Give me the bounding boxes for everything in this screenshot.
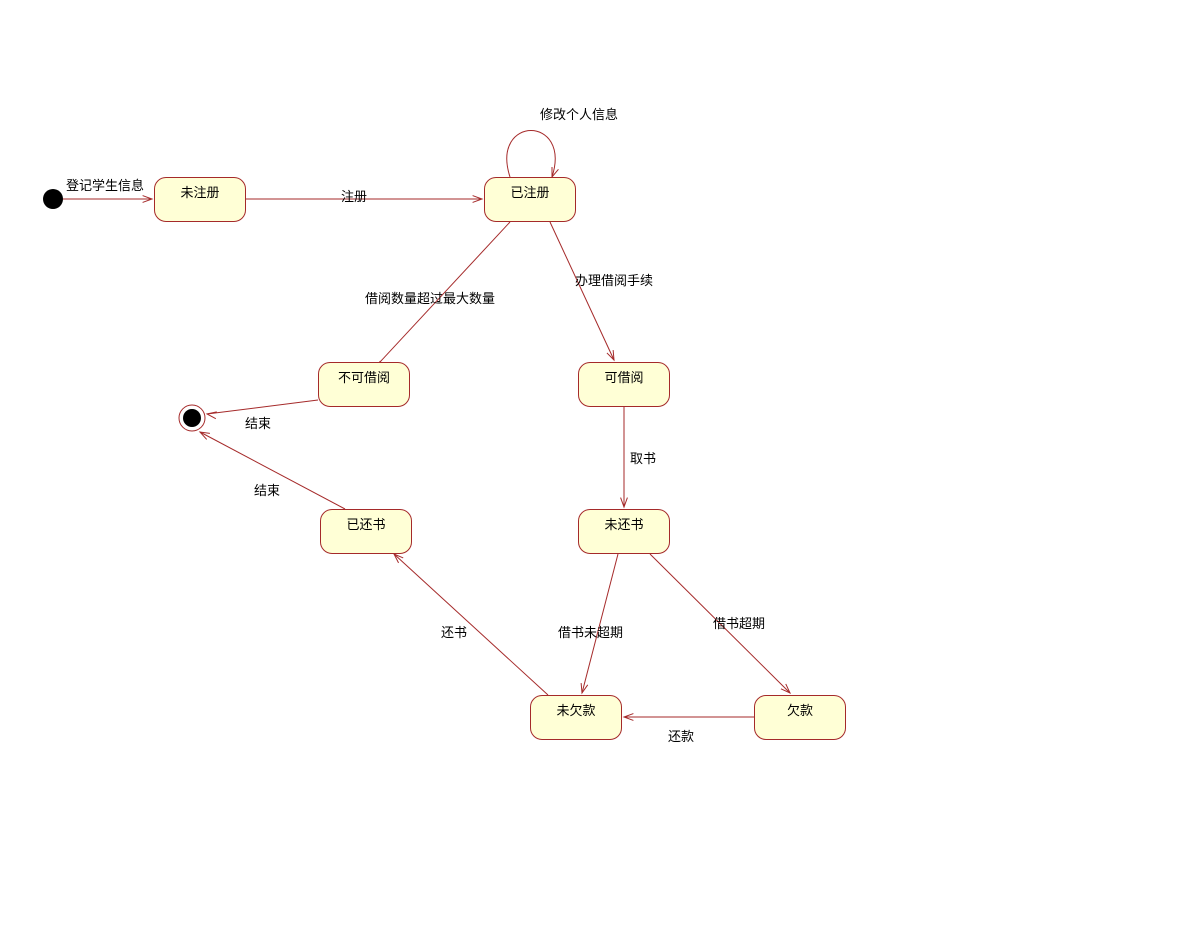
state-diagram-canvas: 未注册 已注册 不可借阅 可借阅 未还书 已还书 未欠款 欠款 登记学生信息 注… — [0, 0, 1193, 927]
state-label: 未注册 — [180, 185, 219, 200]
diagram-svg — [0, 0, 1193, 927]
state-returned: 已还书 — [320, 509, 412, 554]
edge-label-not-overdue: 借书未超期 — [558, 622, 623, 641]
state-label: 未还书 — [604, 517, 643, 532]
edge-label-overdue: 借书超期 — [713, 613, 765, 632]
edge-label-register-student: 登记学生信息 — [66, 175, 144, 194]
edge-label-register: 注册 — [341, 186, 367, 205]
state-no-debt: 未欠款 — [530, 695, 622, 740]
state-label: 未欠款 — [556, 703, 595, 718]
arrowhead-e12 — [200, 432, 210, 439]
edge-label-end1: 结束 — [245, 413, 271, 432]
state-not-returned: 未还书 — [578, 509, 670, 554]
edge-label-take-book: 取书 — [630, 448, 656, 467]
edge-label-borrow-process: 办理借阅手续 — [575, 270, 653, 289]
state-can-borrow: 可借阅 — [578, 362, 670, 407]
edge-e5 — [550, 222, 614, 360]
state-unregistered: 未注册 — [154, 177, 246, 222]
edge-e11 — [394, 554, 548, 695]
state-label: 可借阅 — [604, 370, 643, 385]
edge-label-exceed-max: 借阅数量超过最大数量 — [365, 288, 495, 307]
edge-label-return-book: 还书 — [441, 622, 467, 641]
edge-label-modify-info: 修改个人信息 — [540, 104, 618, 123]
state-label: 已还书 — [346, 517, 385, 532]
final-state-inner-icon — [183, 409, 201, 427]
state-cannot-borrow: 不可借阅 — [318, 362, 410, 407]
state-label: 不可借阅 — [338, 370, 390, 385]
state-registered: 已注册 — [484, 177, 576, 222]
edge-label-repay: 还款 — [668, 726, 694, 745]
edge-label-end2: 结束 — [254, 480, 280, 499]
state-label: 已注册 — [510, 185, 549, 200]
state-debt: 欠款 — [754, 695, 846, 740]
edge-e6 — [207, 400, 318, 414]
edge-e3 — [507, 131, 555, 178]
state-label: 欠款 — [787, 703, 813, 718]
initial-state-icon — [43, 189, 63, 209]
